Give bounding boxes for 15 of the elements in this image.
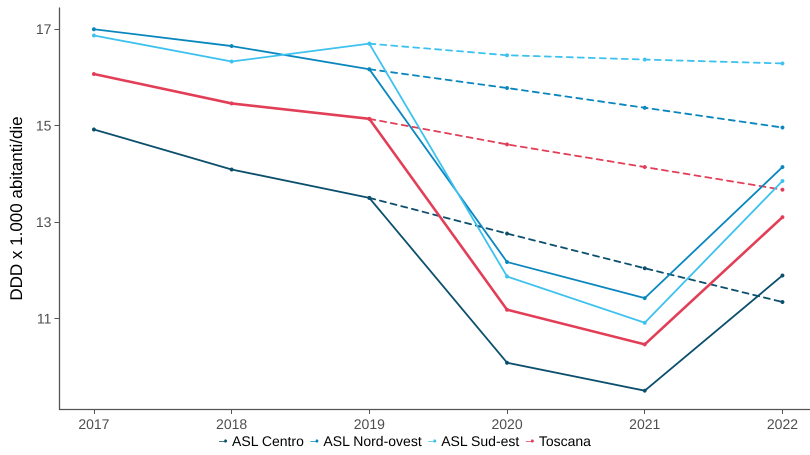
legend-label: Toscana <box>538 433 592 449</box>
legend-label: ASL Nord-ovest <box>323 433 422 449</box>
x-tick-label: 2018 <box>216 416 248 432</box>
legend-label: ASL Centro <box>232 433 304 449</box>
y-tick-label: 11 <box>36 310 52 326</box>
legend-label: ASL Sud-est <box>441 433 520 449</box>
y-tick-label: 13 <box>36 214 52 230</box>
x-tick-label: 2021 <box>629 416 661 432</box>
x-tick-label: 2017 <box>78 416 110 432</box>
y-tick-label: 15 <box>36 118 52 134</box>
y-axis-title: DDD x 1.000 abitanti/die <box>7 116 26 301</box>
x-tick-label: 2019 <box>354 416 386 432</box>
x-tick-label: 2022 <box>766 416 798 432</box>
y-tick-label: 17 <box>36 21 52 38</box>
x-tick-label: 2020 <box>491 416 523 432</box>
